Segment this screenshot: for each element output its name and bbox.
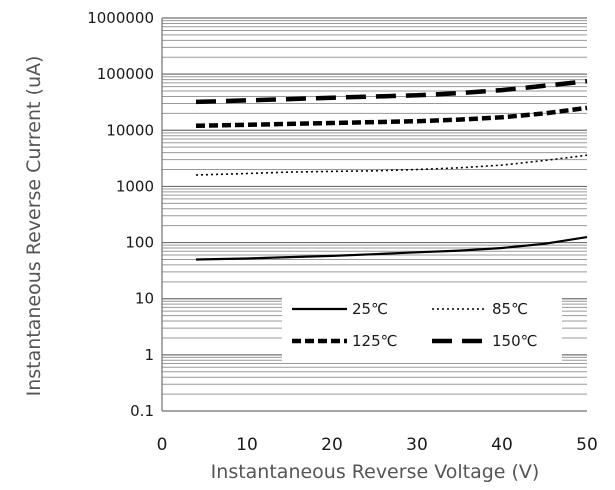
series-line-1	[195, 154, 588, 176]
series-line-0	[195, 236, 588, 261]
y-tick-label: 10000	[106, 121, 154, 139]
y-tick-label: 10	[135, 290, 154, 308]
legend-label: 150℃	[492, 332, 537, 350]
y-tick-label: 1000000	[87, 9, 154, 27]
y-axis-label: Instantaneous Reverse Current (uA)	[23, 56, 45, 397]
y-tick-label: 100000	[97, 65, 154, 83]
x-tick-label: 30	[406, 435, 428, 455]
y-tick-labels: 0.1 1 10 100 1000 10000 100000 1000000	[87, 9, 154, 420]
legend: 25℃ 85℃ 125℃ 150℃	[282, 287, 562, 361]
legend-label: 25℃	[352, 300, 388, 318]
x-tick-labels: 0 10 20 30 40 50	[157, 435, 598, 455]
y-tick-label: 1	[144, 346, 154, 364]
y-tick-label: 100	[125, 234, 154, 252]
series-line-3	[195, 78, 588, 105]
x-tick-label: 10	[236, 435, 258, 455]
y-tick-label: 1000	[116, 177, 154, 195]
series-line-2	[195, 105, 588, 129]
x-tick-label: 50	[576, 435, 598, 455]
legend-label: 85℃	[492, 300, 528, 318]
y-tick-label: 0.1	[130, 402, 154, 420]
x-tick-label: 40	[491, 435, 513, 455]
x-tick-label: 0	[157, 435, 168, 455]
x-tick-label: 20	[321, 435, 343, 455]
x-axis-label: Instantaneous Reverse Voltage (V)	[211, 461, 540, 483]
legend-label: 125℃	[352, 332, 397, 350]
series-group	[195, 78, 588, 261]
legend-box	[282, 287, 562, 361]
